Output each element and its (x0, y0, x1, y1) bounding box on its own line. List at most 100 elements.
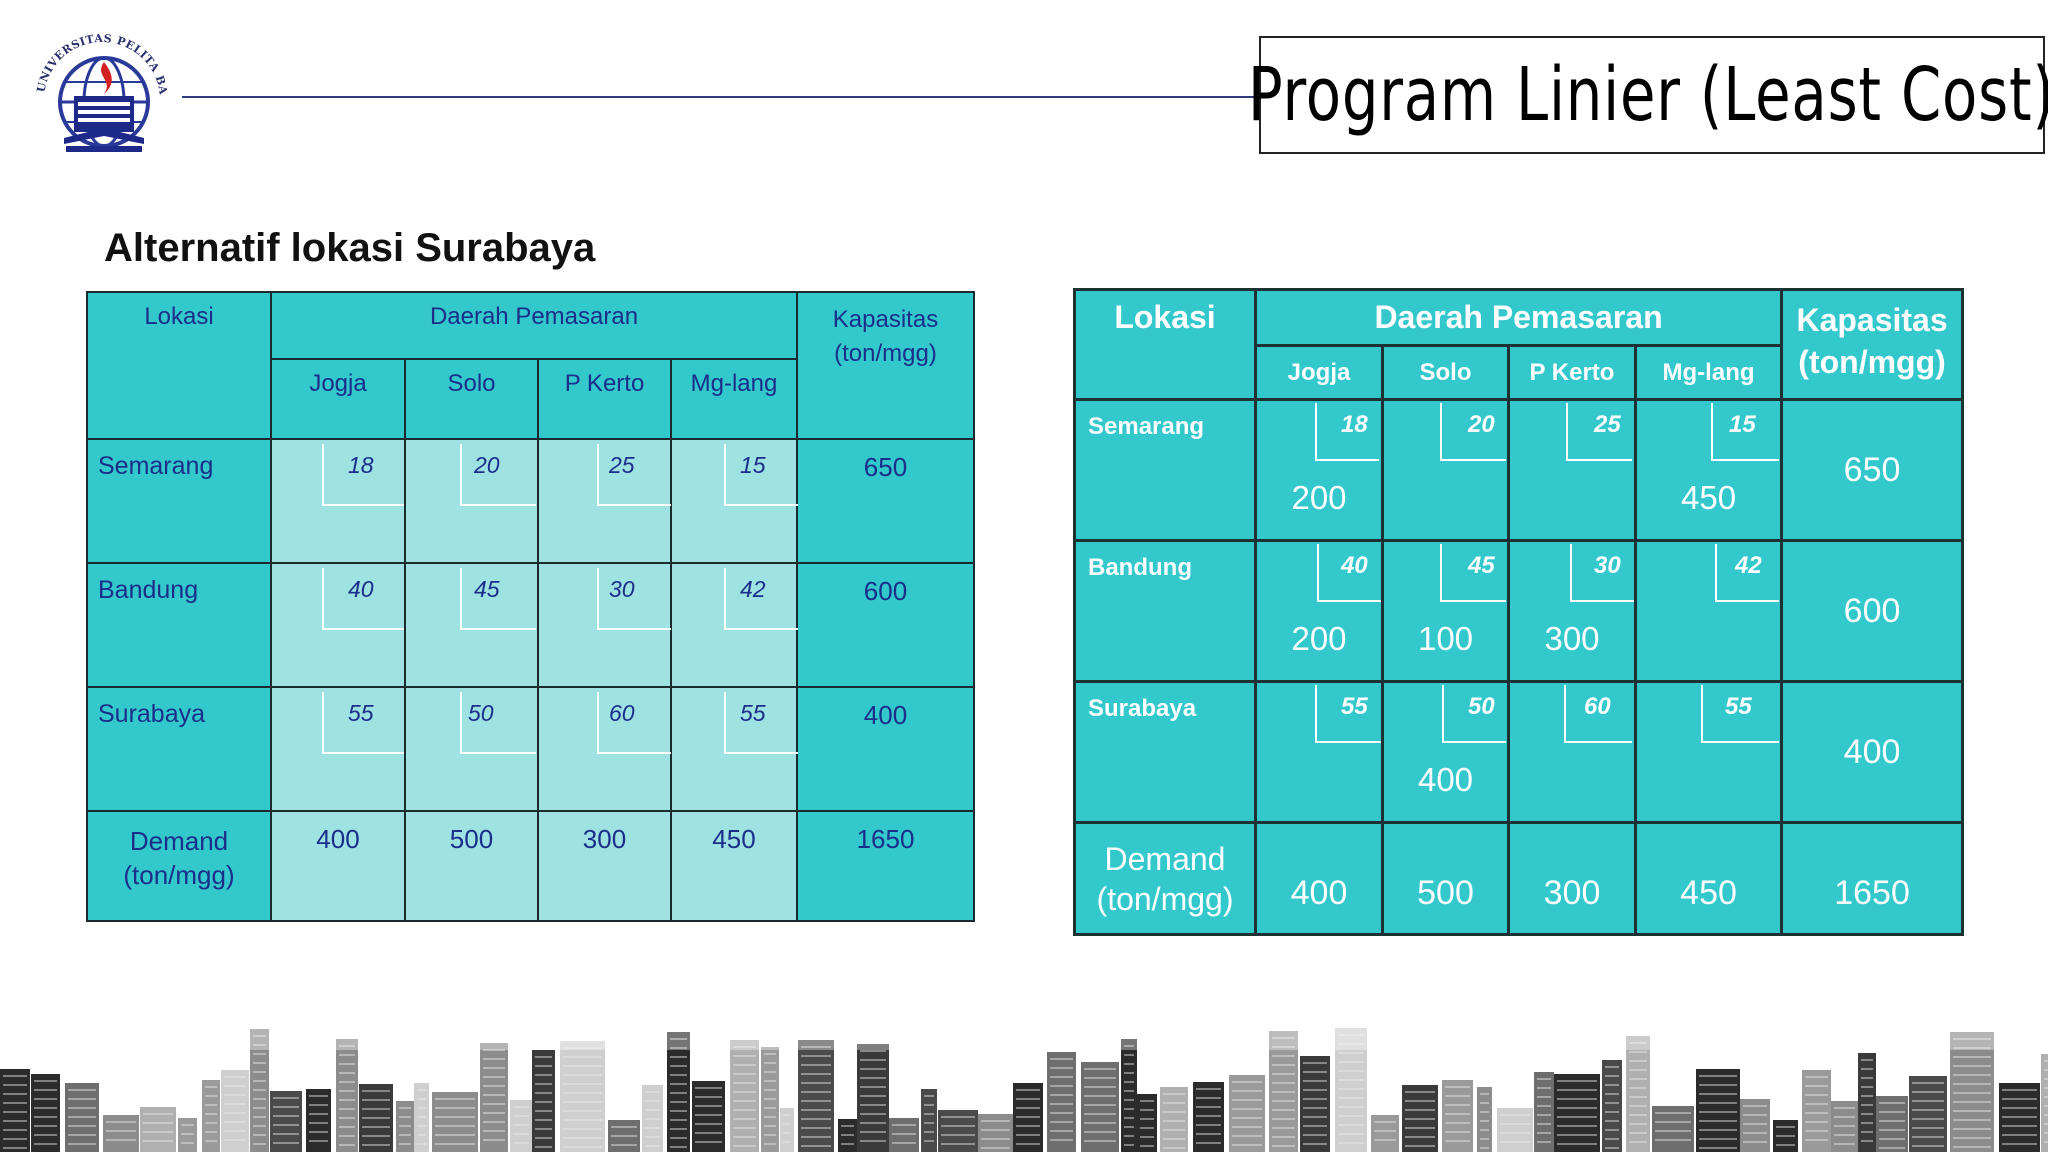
demand-label-line2: (ton/mgg) (123, 860, 235, 890)
cost-value: 30 (1594, 552, 1621, 579)
alloc-cell: 18 200 (1254, 398, 1384, 542)
alloc-value: 200 (1291, 620, 1347, 657)
demand-value: 500 (1381, 821, 1510, 936)
table-row: Bandung 40 200 45 100 30 300 42 600 (1073, 539, 1965, 683)
demand-label: Demand (ton/mgg) (1073, 821, 1257, 936)
cost-cell: 25 (537, 438, 672, 564)
header-market-mglang: Mg-lang (1633, 344, 1784, 401)
row-label-bandung: Bandung (86, 562, 272, 688)
header-kapasitas-line2: (ton/mgg) (834, 340, 937, 367)
cost-value: 55 (1725, 693, 1752, 720)
header-kapasitas: Kapasitas (ton/mgg) (796, 291, 975, 440)
demand-value: 450 (1633, 821, 1784, 936)
cost-table: Lokasi Daerah Pemasaran Kapasitas (ton/m… (86, 291, 975, 922)
cost-cell: 60 (537, 686, 672, 812)
header-market-pkerto: P Kerto (537, 358, 672, 440)
header-lokasi: Lokasi (86, 291, 272, 440)
header-market-jogja: Jogja (270, 358, 406, 440)
cost-value: 15 (1729, 411, 1756, 438)
demand-label-line1: Demand (1104, 840, 1226, 877)
header-daerah: Daerah Pemasaran (1253, 288, 1784, 347)
cost-cell: 20 (404, 438, 539, 564)
cost-cell: 45 (404, 562, 539, 688)
cost-value: 18 (1341, 411, 1368, 438)
section-subtitle: Alternatif lokasi Surabaya (104, 226, 596, 270)
alloc-cell: 30 300 (1507, 539, 1637, 683)
cost-cell: 40 (270, 562, 406, 688)
university-logo-icon: UNIVERSITAS PELITA BANGSA (22, 20, 169, 152)
title-box: Program Linier (Least Cost) (1248, 36, 2048, 154)
cost-value: 55 (1341, 693, 1368, 720)
header-kapasitas-line2: (ton/mgg) (1798, 344, 1946, 380)
header-market-jogja: Jogja (1254, 344, 1384, 401)
total-value: 1650 (796, 810, 975, 922)
header-market-solo: Solo (404, 358, 539, 440)
cost-value: 15 (740, 452, 766, 478)
capacity-value: 600 (796, 562, 975, 688)
demand-label: Demand (ton/mgg) (86, 810, 272, 922)
capacity-value: 600 (1780, 539, 1965, 683)
header-lokasi: Lokasi (1073, 288, 1257, 401)
cost-value: 50 (468, 700, 494, 726)
table-row: Surabaya 55 50 400 60 55 400 (1073, 680, 1965, 824)
alloc-cell: 25 (1507, 398, 1637, 542)
cost-cell: 55 (670, 686, 806, 812)
header-divider (182, 96, 1260, 98)
alloc-value: 100 (1417, 620, 1474, 657)
header-daerah: Daerah Pemasaran (270, 291, 798, 360)
cost-value: 55 (740, 700, 766, 726)
capacity-value: 650 (1780, 398, 1965, 542)
allocation-table: Lokasi Daerah Pemasaran Kapasitas (ton/m… (1073, 288, 1965, 936)
table-row: Semarang 18 20 25 15 650 (86, 438, 975, 564)
table-row: Bandung 40 45 30 42 600 (86, 562, 975, 688)
alloc-cell: 20 (1381, 398, 1510, 542)
demand-row: Demand (ton/mgg) 400 500 300 450 1650 (1073, 821, 1965, 936)
demand-row: Demand (ton/mgg) 400 500 300 450 1650 (86, 810, 975, 922)
alloc-cell: 40 200 (1254, 539, 1384, 683)
demand-value: 450 (670, 810, 798, 922)
row-label-surabaya: Surabaya (1073, 680, 1257, 824)
demand-value: 400 (1254, 821, 1384, 936)
total-value: 1650 (1780, 821, 1965, 936)
table-row: Semarang 18 200 20 25 15 450 650 (1073, 398, 1965, 542)
capacity-value: 400 (796, 686, 975, 812)
alloc-cell: 50 400 (1381, 680, 1510, 824)
alloc-cell: 55 (1254, 680, 1384, 824)
header-kapasitas-line1: Kapasitas (832, 306, 939, 333)
cost-value: 55 (348, 700, 374, 726)
alloc-value: 400 (1417, 761, 1474, 798)
cost-cell: 42 (670, 562, 806, 688)
cost-value: 20 (474, 452, 500, 478)
cost-cell: 18 (270, 438, 406, 564)
cost-cell: 55 (270, 686, 406, 812)
page-title: Program Linier (Least Cost) (1248, 52, 2048, 138)
demand-value: 500 (404, 810, 539, 922)
cost-value: 18 (348, 452, 374, 478)
cost-value: 45 (474, 576, 500, 602)
table-row: Surabaya 55 50 60 55 400 (86, 686, 975, 812)
cost-value: 40 (1341, 552, 1368, 579)
demand-label-line2: (ton/mgg) (1096, 880, 1234, 917)
cost-value: 60 (609, 700, 635, 726)
cost-value: 40 (348, 576, 374, 602)
cost-value: 45 (1468, 552, 1495, 579)
cost-value: 50 (1468, 693, 1495, 720)
cost-value: 25 (609, 452, 635, 478)
demand-value: 300 (537, 810, 672, 922)
row-label-surabaya: Surabaya (86, 686, 272, 812)
row-label-semarang: Semarang (86, 438, 272, 564)
cost-value: 30 (609, 576, 635, 602)
demand-value: 300 (1507, 821, 1637, 936)
header-market-pkerto: P Kerto (1507, 344, 1637, 401)
demand-label-line1: Demand (129, 826, 229, 856)
header-kapasitas-line1: Kapasitas (1796, 302, 1948, 338)
alloc-value: 300 (1544, 620, 1600, 657)
cost-value: 42 (740, 576, 766, 602)
demand-value: 400 (270, 810, 406, 922)
city-skyline-icon (0, 1020, 2048, 1152)
cost-value: 25 (1594, 411, 1621, 438)
cost-value: 20 (1468, 411, 1495, 438)
capacity-value: 400 (1780, 680, 1965, 824)
row-label-bandung: Bandung (1073, 539, 1257, 683)
header-market-solo: Solo (1381, 344, 1510, 401)
